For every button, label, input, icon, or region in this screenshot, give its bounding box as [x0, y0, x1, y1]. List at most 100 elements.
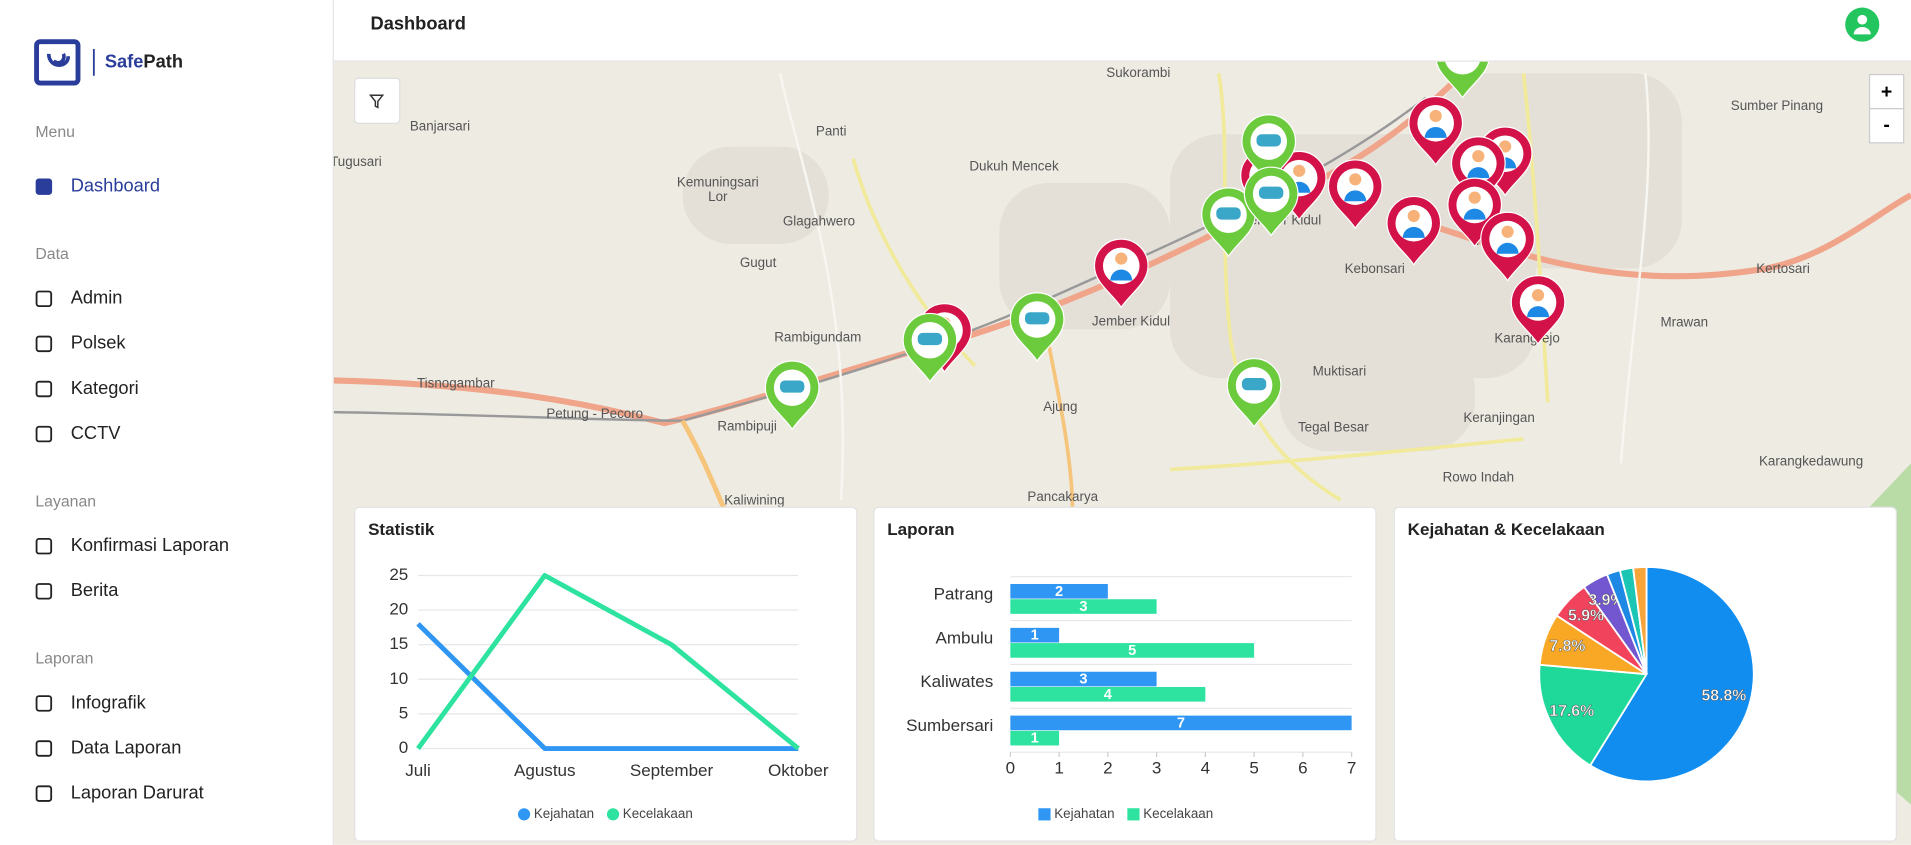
map-label: Kaliwining — [724, 493, 784, 508]
x-tick-label: Juli — [405, 761, 431, 780]
y-tick-label: Patrang — [934, 584, 994, 603]
crime-marker[interactable] — [1408, 95, 1464, 166]
nav-item[interactable]: Data Laporan — [35, 736, 182, 757]
data-label: 1 — [1031, 731, 1039, 747]
legend-swatch — [1038, 808, 1051, 821]
crime-marker[interactable] — [1386, 195, 1442, 266]
crime-marker[interactable] — [1327, 159, 1383, 230]
map-label: Rowo Indah — [1443, 470, 1514, 485]
map-label: Kertosari — [1756, 261, 1810, 276]
accident-marker[interactable] — [764, 360, 820, 431]
avatar-head — [1857, 14, 1868, 25]
logo-mark — [46, 53, 71, 67]
accident-marker[interactable] — [1226, 357, 1282, 428]
brand-suffix: Path — [143, 50, 183, 71]
accident-marker[interactable] — [1201, 187, 1256, 258]
bar — [1010, 627, 1060, 643]
map-label: Karangkedawung — [1759, 454, 1863, 469]
map-label: Sukorambi — [1106, 65, 1170, 80]
zoom-in-button[interactable]: + — [1868, 73, 1905, 110]
nav-item[interactable]: CCTV — [35, 422, 122, 443]
nav-label: Kategori — [71, 377, 139, 398]
y-tick-label: 15 — [389, 634, 408, 653]
map-label: Banjarsari — [410, 119, 470, 134]
card-title: Statistik — [368, 520, 435, 539]
y-tick-label: Ambulu — [935, 628, 993, 647]
zoom-out-button[interactable]: - — [1868, 108, 1905, 144]
x-tick-label: 6 — [1298, 759, 1307, 778]
person-head — [1468, 191, 1481, 204]
bar — [1010, 583, 1108, 599]
accident-marker[interactable] — [1241, 114, 1297, 185]
car-icon — [1024, 312, 1050, 325]
map-label: Sumber Pinang — [1731, 98, 1823, 113]
nav-label: Data Laporan — [71, 736, 182, 757]
urban-area — [682, 146, 829, 244]
crime-marker[interactable] — [1480, 211, 1536, 282]
person-head — [1115, 252, 1128, 265]
x-tick-label: 5 — [1249, 759, 1258, 778]
nav-item[interactable]: Polsek — [35, 332, 127, 353]
car-icon — [1241, 378, 1267, 391]
nav-item[interactable]: Kategori — [35, 377, 139, 398]
brand-prefix: Safe — [105, 50, 144, 71]
road — [1216, 73, 1342, 502]
data-label: 17.6% — [1549, 703, 1594, 720]
pie-slice — [1538, 663, 1649, 767]
x-tick-label: 7 — [1347, 759, 1356, 778]
data-label: 5 — [1128, 643, 1136, 659]
nav-item[interactable]: Admin — [35, 287, 123, 308]
data-label: 4 — [1104, 687, 1113, 703]
y-tick-label: 20 — [389, 600, 408, 619]
accident-marker[interactable] — [902, 312, 958, 383]
button — [1868, 73, 1905, 110]
data-label: 7.8% — [1549, 638, 1585, 655]
map-label: Tegal Besar — [1298, 420, 1369, 435]
crime-marker[interactable] — [1510, 275, 1566, 345]
nav-icon — [35, 785, 53, 802]
person-head — [1531, 289, 1545, 302]
filter-button[interactable] — [354, 77, 401, 124]
person-body — [1402, 226, 1425, 238]
data-label: 5.9% — [1568, 608, 1604, 625]
y-tick-label: Sumbersari — [906, 716, 993, 735]
person-head — [1407, 209, 1420, 223]
map-label: Jember Kidul — [1092, 314, 1170, 329]
nav-label: CCTV — [71, 422, 122, 443]
y-tick-label: 5 — [399, 703, 408, 722]
series-line — [416, 622, 799, 751]
car-icon — [1216, 207, 1241, 220]
crime-marker[interactable] — [1093, 238, 1149, 309]
y-tick-label: 10 — [389, 669, 408, 688]
map-label: Rambipuji — [717, 418, 777, 433]
road — [1521, 73, 1550, 403]
road — [1046, 341, 1075, 513]
nav-item[interactable]: Berita — [35, 579, 120, 600]
x-tick-label: September — [630, 761, 714, 780]
nav-item[interactable]: Dashboard — [35, 175, 160, 196]
road — [1169, 437, 1524, 472]
pie-slice — [1632, 566, 1648, 675]
zoom-out: - — [1883, 114, 1890, 136]
sidebar-bg — [0, 0, 333, 845]
card-title: Kejahatan & Kecelakaan — [1408, 520, 1605, 539]
nav-item[interactable]: Konfirmasi Laporan — [35, 534, 230, 555]
user-avatar[interactable] — [1845, 7, 1880, 42]
map-label: Tugusari — [330, 154, 382, 169]
y-tick-label: Kaliwates — [920, 672, 993, 691]
nav-item[interactable]: Laporan Darurat — [35, 781, 204, 802]
map-label: Panti — [816, 123, 847, 138]
section-title: Menu — [35, 124, 75, 141]
person-body — [1344, 190, 1367, 202]
person-head — [1293, 164, 1306, 177]
legend-swatch — [1127, 808, 1140, 821]
bar — [1010, 686, 1206, 702]
accident-marker[interactable] — [1009, 292, 1065, 363]
data-label: 7 — [1177, 715, 1185, 731]
nav-item[interactable]: Infografik — [35, 691, 147, 712]
person-body — [1463, 208, 1486, 220]
nav-label: Laporan Darurat — [71, 781, 204, 802]
map-label: Gugut — [740, 255, 777, 270]
accident-marker[interactable] — [1243, 166, 1299, 237]
